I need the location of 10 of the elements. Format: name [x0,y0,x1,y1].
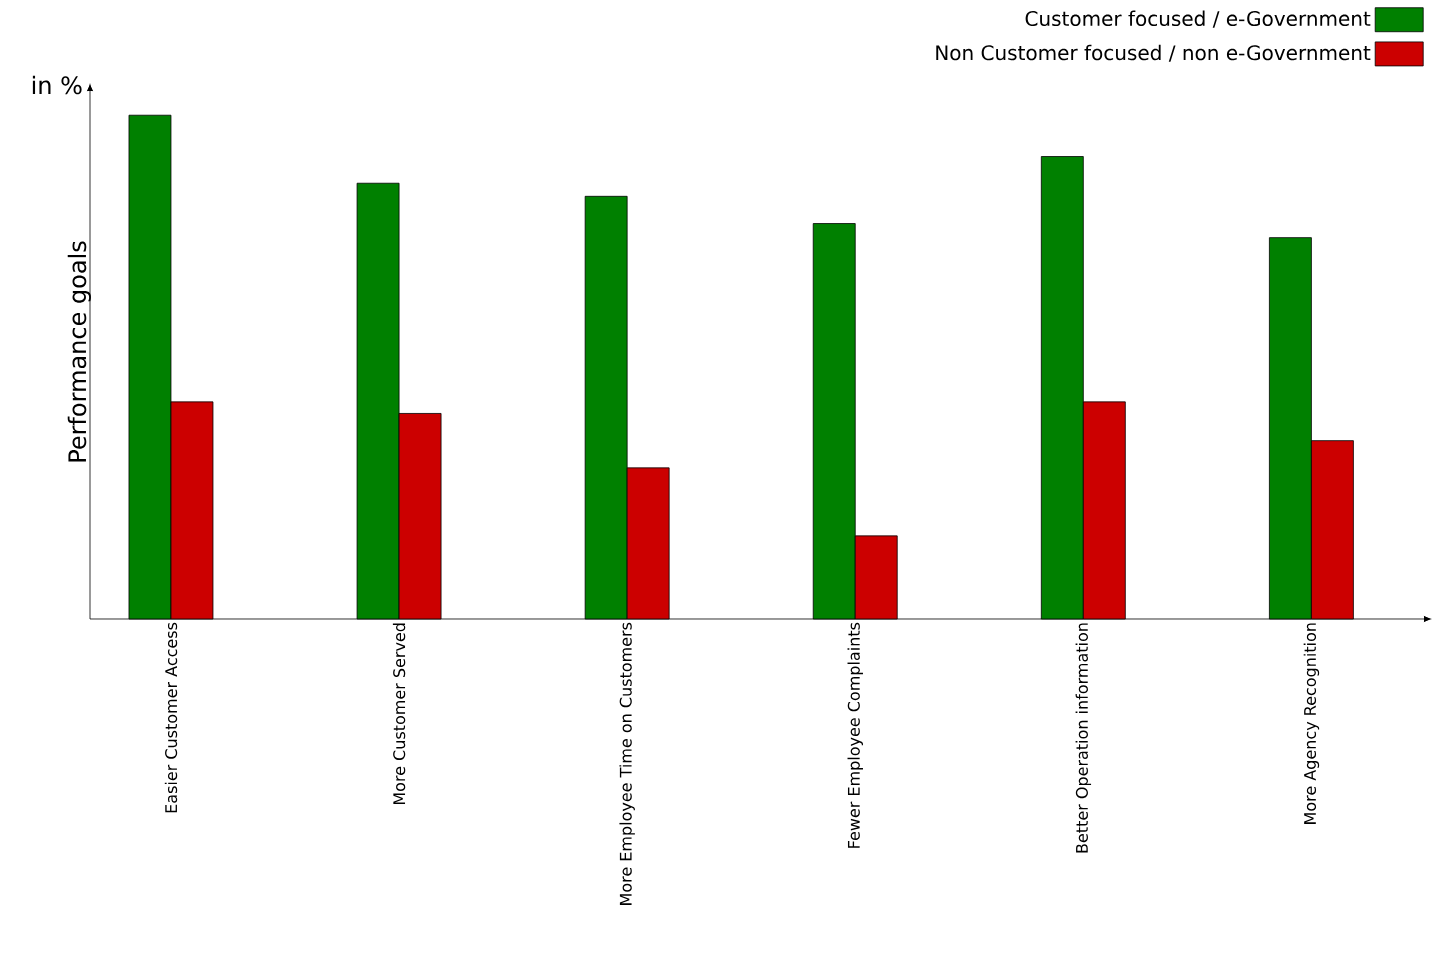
x-tick-label: Easier Customer Access [164,622,178,813]
x-tick-label: More Customer Served [392,623,406,805]
legend-label: Customer focused / e-Government [1025,10,1371,28]
text: in % [32,75,82,95]
x-tick-label: Fewer Employee Complaints [847,622,863,848]
legend-label: Non Customer focused / non e-Government [936,44,1371,62]
x-tick-label: Better Operation information [1075,623,1092,853]
x-tick-label: More Agency Recognition [1303,623,1320,824]
x-tick-label: More Employee Time on Customers [619,622,635,905]
y-axis-title: Performance goals [67,241,91,462]
